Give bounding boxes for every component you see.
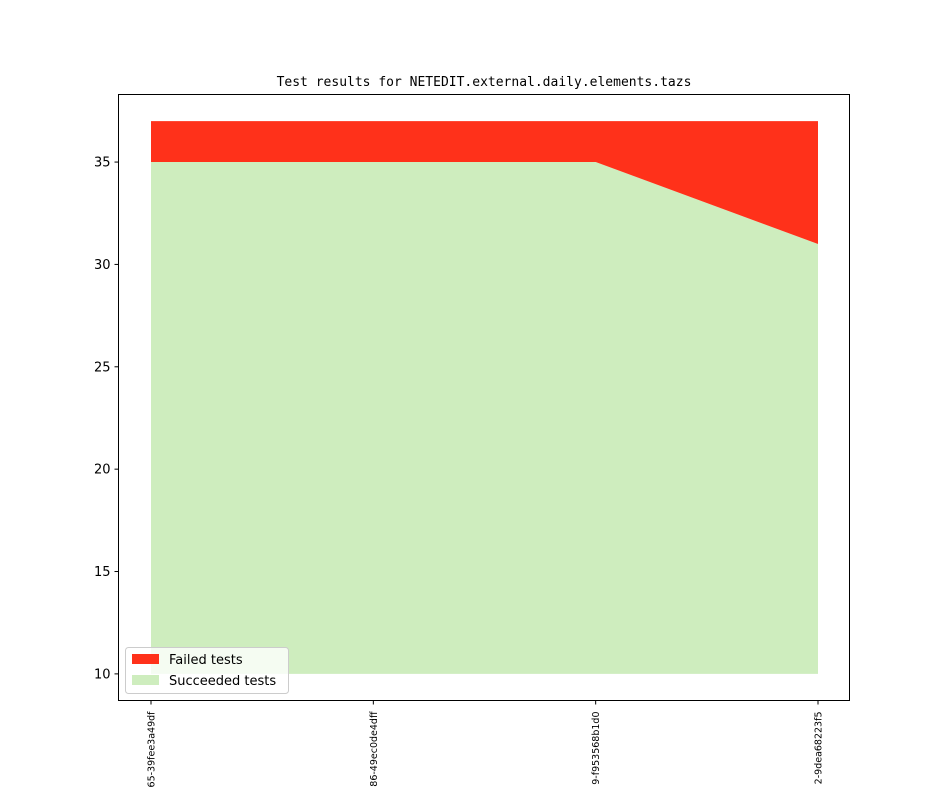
x-tick-label: 9-f953568b1d0: [591, 712, 602, 785]
area-failed-tests: [151, 121, 818, 244]
x-tick-label: 2-9dea68223f5: [814, 712, 825, 785]
legend-label-succeeded: Succeeded tests: [169, 674, 276, 689]
y-axis: 10 15 20 25 30 35: [94, 156, 119, 682]
legend: Failed tests Succeeded tests: [125, 647, 289, 694]
legend-swatch-failed: [132, 654, 159, 664]
legend-swatch-succeeded: [132, 675, 159, 685]
y-tick-label: 35: [94, 156, 111, 171]
y-tick-label: 25: [94, 360, 111, 375]
x-tick-label: 65-39fee3a49df: [147, 711, 158, 787]
y-tick-label: 30: [94, 258, 111, 273]
legend-frame: [125, 647, 289, 694]
y-tick-label: 20: [94, 463, 111, 478]
x-tick-label: 86-49ec0de4dff: [369, 711, 380, 787]
y-tick-label: 15: [94, 565, 111, 580]
y-tick-label: 10: [94, 667, 111, 682]
x-axis: 65-39fee3a49df 86-49ec0de4dff 9-f953568b1d…: [147, 700, 825, 787]
chart-title: Test results for NETEDIT.external.daily.…: [277, 75, 692, 90]
legend-label-failed: Failed tests: [169, 653, 243, 668]
plot-frame: [118, 94, 850, 701]
chart-areas: [151, 121, 818, 674]
area-succeeded-tests: [151, 162, 818, 674]
